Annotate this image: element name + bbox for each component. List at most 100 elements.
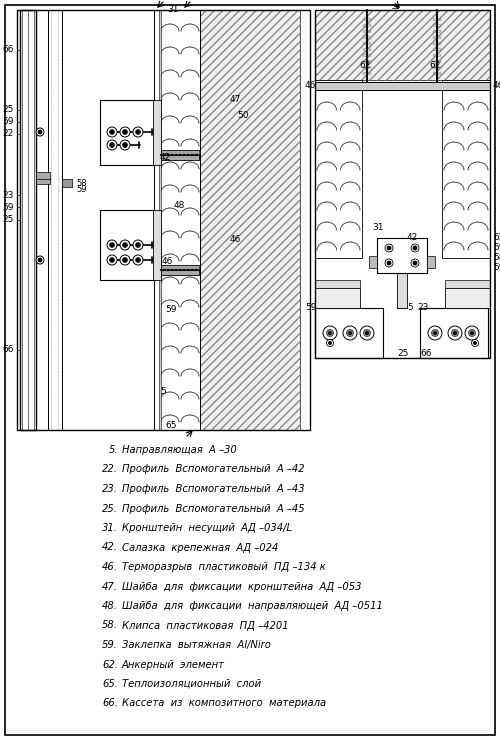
Text: Терморазрыв  пластиковый  ПД –134 к: Терморазрыв пластиковый ПД –134 к [122, 562, 326, 572]
Circle shape [411, 244, 419, 252]
Text: 23.: 23. [102, 484, 118, 494]
Text: Профиль  Вспомогательный  А –43: Профиль Вспомогательный А –43 [122, 484, 304, 494]
Circle shape [133, 127, 143, 137]
Bar [49, 90, 61, 94]
Bar [154, 10, 160, 430]
Bar [159, 10, 161, 430]
Circle shape [136, 243, 140, 247]
Text: 62.: 62. [102, 659, 118, 670]
Text: 5.: 5. [108, 445, 118, 455]
Circle shape [328, 332, 332, 334]
Bar [49, 50, 61, 54]
Circle shape [110, 243, 114, 247]
Bar [49, 178, 61, 182]
Circle shape [448, 326, 462, 340]
Text: Профиль  Вспомогательный  А –42: Профиль Вспомогательный А –42 [122, 465, 304, 474]
Bar [445, 288, 490, 308]
Circle shape [122, 243, 128, 247]
Text: 62: 62 [429, 61, 440, 70]
Bar [49, 306, 61, 310]
Bar [49, 146, 61, 150]
Circle shape [346, 329, 354, 337]
Bar [49, 370, 61, 374]
Circle shape [413, 261, 417, 265]
Text: 59: 59 [2, 203, 14, 212]
Circle shape [472, 340, 478, 346]
Text: 25: 25 [2, 215, 14, 224]
Bar [49, 210, 61, 214]
Bar [49, 394, 61, 398]
Circle shape [434, 332, 436, 334]
Circle shape [385, 259, 393, 267]
Text: 46: 46 [230, 235, 241, 244]
Circle shape [387, 261, 391, 265]
Text: Профиль  Вспомогательный  А –45: Профиль Вспомогательный А –45 [122, 503, 304, 514]
Bar [153, 100, 161, 165]
Circle shape [110, 130, 114, 135]
Bar [369, 256, 377, 268]
Bar [49, 162, 61, 166]
Circle shape [348, 332, 352, 334]
Bar [315, 10, 490, 80]
Text: Кассета  из  композитного  материала: Кассета из композитного материала [122, 699, 326, 708]
Bar [49, 234, 61, 238]
Text: Шайба  для  фиксации  кронштейна  АД –053: Шайба для фиксации кронштейна АД –053 [122, 582, 362, 591]
Text: 25: 25 [397, 349, 408, 357]
Circle shape [136, 130, 140, 135]
Circle shape [343, 326, 357, 340]
Bar [442, 80, 490, 258]
Circle shape [107, 255, 117, 265]
Bar [49, 42, 61, 46]
Bar [49, 138, 61, 142]
Circle shape [120, 255, 130, 265]
Bar [445, 280, 490, 288]
Bar [315, 80, 362, 258]
Bar [315, 10, 490, 358]
Circle shape [133, 255, 143, 265]
Bar [49, 266, 61, 270]
Text: 58: 58 [76, 178, 86, 187]
Circle shape [36, 128, 44, 136]
Text: 46.: 46. [102, 562, 118, 572]
Bar [49, 362, 61, 366]
Bar [100, 100, 155, 165]
Bar [49, 122, 61, 126]
Text: 59: 59 [165, 306, 176, 314]
Text: Теплоизоляционный  слой: Теплоизоляционный слой [122, 679, 261, 689]
Circle shape [366, 332, 368, 334]
Circle shape [120, 127, 130, 137]
Text: 31: 31 [372, 223, 384, 232]
Bar [49, 386, 61, 390]
Bar [49, 338, 61, 342]
Bar [49, 250, 61, 254]
Circle shape [387, 246, 391, 250]
Text: 42: 42 [160, 152, 171, 161]
Circle shape [452, 329, 458, 337]
Text: 66: 66 [2, 346, 14, 354]
Text: 22.: 22. [102, 465, 118, 474]
Text: 59: 59 [305, 303, 316, 312]
Bar [49, 106, 61, 110]
Text: 59: 59 [493, 263, 500, 272]
Bar [160, 10, 200, 430]
Text: 47.: 47. [102, 582, 118, 591]
Text: Направляющая  А –30: Направляющая А –30 [122, 445, 237, 455]
Text: 58.: 58. [102, 621, 118, 630]
Bar [49, 186, 61, 190]
Bar [49, 74, 61, 78]
Bar [427, 256, 435, 268]
Circle shape [413, 246, 417, 250]
Text: 58: 58 [493, 254, 500, 263]
Circle shape [120, 240, 130, 250]
Text: 31.: 31. [102, 523, 118, 533]
Bar [49, 378, 61, 382]
Text: 42: 42 [407, 234, 418, 243]
Bar [48, 10, 62, 430]
Circle shape [468, 329, 475, 337]
Bar [420, 308, 488, 358]
Bar [49, 10, 61, 14]
Bar [49, 290, 61, 294]
Bar [17, 10, 310, 430]
Bar [49, 130, 61, 134]
Bar [200, 10, 300, 430]
